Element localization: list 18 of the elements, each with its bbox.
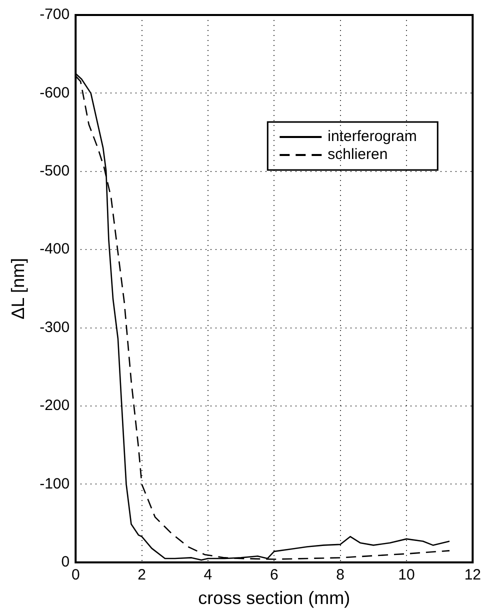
x-tick-label: 8: [336, 566, 344, 584]
legend-label: schlieren: [328, 146, 388, 164]
y-tick-label: -600: [40, 84, 70, 102]
x-axis-title: cross section (mm): [198, 588, 350, 608]
y-tick-label: -400: [40, 240, 70, 258]
y-tick-label: -500: [40, 162, 70, 180]
y-tick-label: -200: [40, 397, 70, 414]
y-tick-label: 0: [61, 554, 70, 571]
y-tick-label: -700: [40, 6, 70, 24]
legend-label: interferogram: [328, 128, 417, 146]
y-tick-label: -300: [40, 318, 70, 336]
y-axis-title: ΔL [nm]: [8, 258, 28, 320]
y-tick-label: -100: [40, 475, 70, 492]
x-tick-label: 4: [204, 566, 212, 584]
x-tick-label: 12: [464, 566, 481, 584]
x-tick-label: 6: [270, 566, 278, 584]
x-tick-label: 2: [138, 566, 146, 584]
x-tick-label: 10: [398, 566, 415, 584]
